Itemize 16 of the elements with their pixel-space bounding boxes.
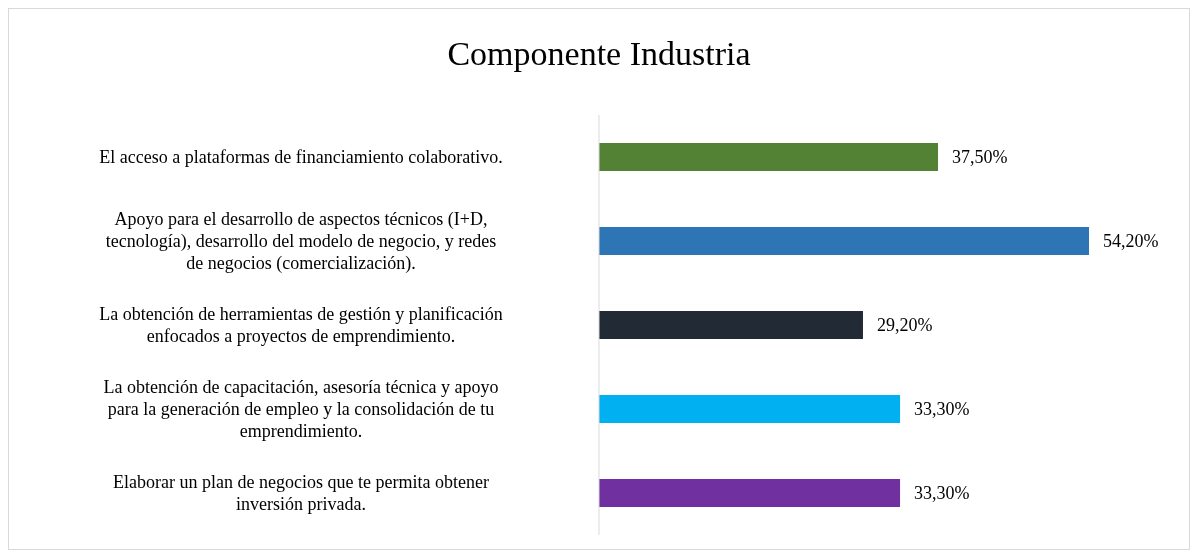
data-label: 33,30% [914,483,970,503]
bar [599,395,901,423]
data-label: 54,20% [1103,231,1159,251]
y-tick-label: La obtención de herramientas de gestión y planificación enfocados a proyectos de emprendimiento. [99,304,503,346]
bar [599,311,863,339]
y-tick-label: Apoyo para el desarrollo de aspectos técnicos (I+D, tecnología), desarrollo del modelo de negocio, y redes de negocios (comercialización). [105,209,497,274]
data-label: 33,30% [914,399,970,419]
bar [599,227,1089,255]
y-tick-label: Elaborar un plan de negocios que te permita obtener inversión privada. [113,472,489,514]
y-tick-label: El acceso a plataformas de financiamiento colaborativo. [99,147,503,167]
data-label: 29,20% [876,315,933,335]
chart-title: Componente Industria [446,34,752,74]
bar [599,479,901,507]
data-label: 37,50% [952,147,1008,167]
y-tick-label: La obtención de capacitación, asesoría técnica y apoyo para la generación de empleo y la consolidación de tu emprendimiento. [103,377,499,441]
bar [599,143,939,171]
